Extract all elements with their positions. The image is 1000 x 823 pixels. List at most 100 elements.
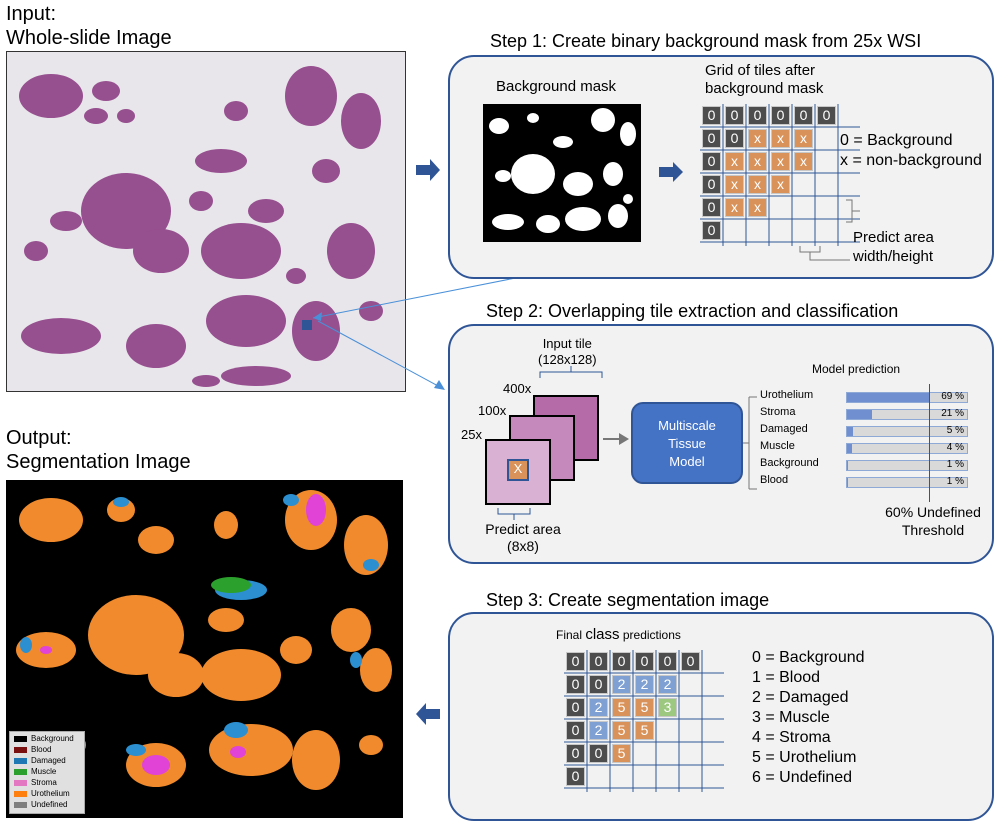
grid-cell: 0 [566, 721, 585, 740]
input-tile-label: Input tile (128x128) [538, 336, 597, 368]
legend-label: Urothelium [31, 789, 70, 798]
class-legend: 0 = Background 1 = Blood 2 = Damaged 3 =… [752, 648, 865, 788]
legend-label: Blood [31, 745, 52, 754]
prediction-bar-track: 69 % [846, 391, 968, 403]
grid-cell: 0 [589, 652, 608, 671]
output-title-line1: Output: [6, 427, 72, 449]
grid-cell: 5 [612, 744, 631, 763]
legend-label: Damaged [31, 756, 66, 765]
final-class-label: Final class predictions [556, 626, 681, 643]
legend-label: Stroma [31, 778, 57, 787]
legend-entry: Blood [14, 745, 51, 754]
legend-swatch [14, 746, 27, 753]
prediction-bar [847, 461, 849, 470]
threshold-label: 60% Undefined Threshold [878, 503, 988, 539]
grid-cell: x [725, 152, 744, 171]
mag-400-label: 400x [503, 381, 532, 396]
class-legend-item: 4 = Stroma [752, 729, 831, 746]
grid-cell: 0 [658, 652, 677, 671]
grid-cell: 0 [566, 675, 585, 694]
model-line1: Multiscale [658, 418, 716, 433]
prediction-value-label: 69 % [941, 391, 964, 402]
grid-cell: 5 [635, 698, 654, 717]
legend-label: Background [31, 734, 74, 743]
prediction-bar [847, 444, 852, 453]
grid-cell: x [771, 129, 790, 148]
grid-cell: 2 [658, 675, 677, 694]
input-title: Input: Whole-slide Image [6, 2, 172, 50]
grid-cell: 0 [566, 744, 585, 763]
final-label-c: predictions [619, 628, 681, 642]
legend-swatch [14, 757, 27, 764]
legend-entry: Undefined [14, 800, 67, 809]
legend-swatch [14, 801, 27, 808]
grid-cell: x [748, 129, 767, 148]
grid-cell: 0 [566, 698, 585, 717]
background-mask-label: Background mask [496, 78, 617, 95]
legend-label: Muscle [31, 767, 57, 776]
predict-area-line1: Predict area [853, 229, 934, 246]
connector-line-lower [317, 320, 441, 388]
grid-cell: 0 [635, 652, 654, 671]
prediction-bar-track: 1 % [846, 459, 968, 471]
grid-label: Grid of tiles after background mask [705, 62, 823, 98]
grid-cell: x [748, 152, 767, 171]
predict-area-brace [497, 508, 531, 520]
input-tile-line2: (128x128) [538, 352, 597, 367]
class-legend-item: 0 = Background [752, 649, 865, 666]
prediction-category-label: Blood [760, 474, 789, 486]
final-label-b: class [585, 626, 620, 643]
grid-label-line1: Grid of tiles after [705, 62, 816, 79]
prediction-bar-track: 21 % [846, 408, 968, 420]
model-line3: Model [669, 454, 705, 469]
prediction-bar [847, 478, 849, 487]
prediction-bar [847, 427, 853, 436]
connector-arrowhead-upper [313, 312, 322, 321]
legend-swatch [14, 735, 27, 742]
input-tile-line1: Input tile [542, 336, 592, 351]
tile-mark: X [513, 461, 523, 476]
grid-cell: 0 [725, 129, 744, 148]
grid-cell: 0 [771, 106, 790, 125]
prediction-bar [847, 410, 873, 419]
grid-cell: x [771, 175, 790, 194]
arrow-to-step1 [416, 159, 440, 181]
class-legend-item: 1 = Blood [752, 669, 821, 686]
grid-lines [564, 650, 724, 792]
mag-25-label: 25x [461, 427, 482, 442]
grid-label-line2: background mask [705, 80, 824, 97]
prediction-category-label: Stroma [760, 406, 796, 418]
grid-cell: 0 [589, 744, 608, 763]
step3-panel [448, 612, 994, 821]
grid-cell: 0 [725, 106, 744, 125]
grid-cell: x [748, 198, 767, 217]
input-title-line2: Whole-slide Image [6, 27, 172, 49]
grid-cell: 5 [612, 721, 631, 740]
grid-cell: 0 [702, 152, 721, 171]
predict-8x8-line2: (8x8) [507, 538, 539, 554]
prediction-category-label: Urothelium [760, 389, 814, 401]
model-line2: Tissue [668, 436, 706, 451]
grid-cell: 0 [702, 129, 721, 148]
model-prediction-chart: Urothelium 69 % Stroma 21 % Damaged 5 % Muscle… [760, 384, 975, 502]
connector-arrowhead-lower [434, 380, 445, 390]
grid-cell: 0 [702, 198, 721, 217]
grid-cell: x [725, 198, 744, 217]
key-nonbackground: x = non-background [840, 152, 982, 169]
predict-area-bracket [799, 199, 860, 261]
grid-cell: 0 [681, 652, 700, 671]
grid-cell: 5 [612, 698, 631, 717]
grid-cell: 0 [566, 767, 585, 786]
legend-swatch [14, 779, 27, 786]
grid-cell: 0 [702, 106, 721, 125]
legend-entry: Damaged [14, 756, 66, 765]
prediction-bar [847, 393, 930, 402]
grid-cell: x [748, 175, 767, 194]
grid-cell: 0 [612, 652, 631, 671]
predict-area-label: Predict area width/height [853, 228, 934, 266]
prediction-value-label: 1 % [946, 459, 964, 470]
threshold-line [929, 384, 931, 502]
grid-cell: x [794, 152, 813, 171]
grid-cell: 0 [566, 652, 585, 671]
arrow-mask-to-grid [659, 162, 683, 182]
